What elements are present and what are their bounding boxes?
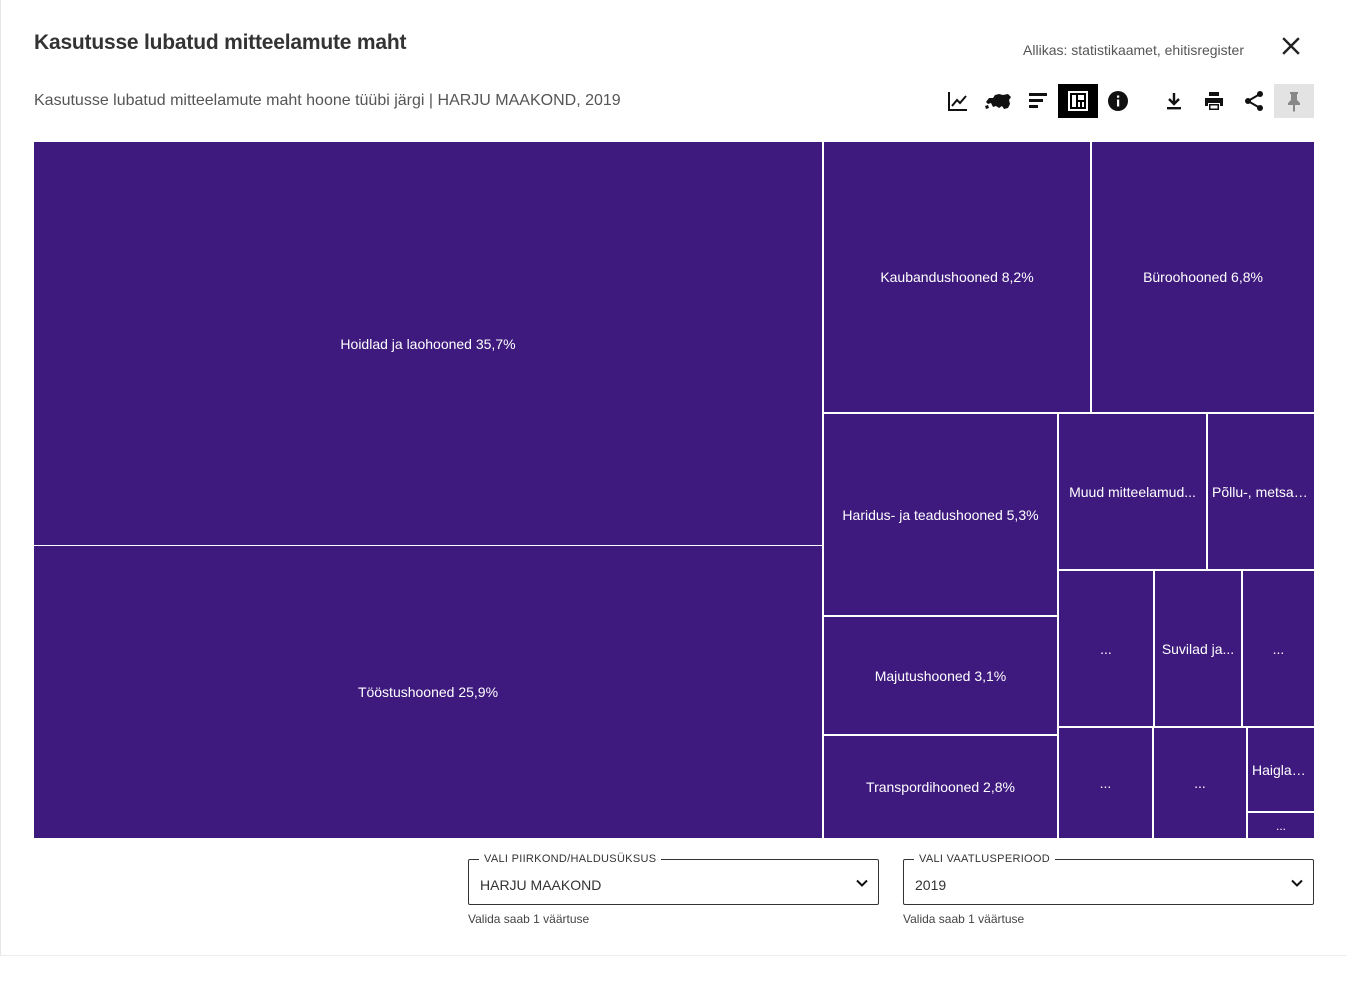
bar-chart-button[interactable] <box>1018 84 1058 118</box>
treemap-tile[interactable]: Põllu-, metsa-,... <box>1208 414 1314 569</box>
map-view-button[interactable] <box>978 84 1018 118</box>
info-button[interactable] <box>1098 84 1138 118</box>
share-button[interactable] <box>1234 84 1274 118</box>
page-title: Kasutusse lubatud mitteelamute maht <box>34 31 407 54</box>
period-select[interactable]: VALI VAATLUSPERIOOD 2019 <box>903 852 1314 905</box>
treemap-tile[interactable]: Haiglad... <box>1248 728 1314 811</box>
region-select[interactable]: VALI PIIRKOND/HALDUSÜKSUS HARJU MAAKOND <box>468 852 879 905</box>
treemap-tile[interactable]: Suvilad ja... <box>1155 571 1241 726</box>
treemap-tile[interactable]: Kaubandushooned 8,2% <box>824 142 1090 412</box>
line-chart-button[interactable] <box>938 84 978 118</box>
download-icon <box>1167 93 1181 110</box>
treemap-tile-label: Hoidlad ja laohooned 35,7% <box>340 335 516 352</box>
region-select-value: HARJU MAAKOND <box>480 877 602 893</box>
chevron-down-icon <box>856 879 868 887</box>
treemap-tile-label: ... <box>1275 818 1286 833</box>
treemap-chart: Hoidlad ja laohooned 35,7% Tööstushooned … <box>34 142 1314 838</box>
treemap-tile[interactable]: Muud mitteelamud... <box>1059 414 1206 569</box>
estonia-map-icon <box>985 94 1011 109</box>
treemap-tile-label: Transpordihooned 2,8% <box>866 779 1015 795</box>
treemap-tile[interactable]: ... <box>1059 728 1152 838</box>
treemap-tile[interactable]: Majutushooned 3,1% <box>824 617 1057 734</box>
treemap-button[interactable] <box>1058 84 1098 118</box>
treemap-tile[interactable]: Transpordihooned 2,8% <box>824 736 1057 838</box>
treemap-tile[interactable]: ... <box>1059 571 1153 726</box>
bar-chart-icon <box>1029 93 1047 108</box>
region-select-label: VALI PIIRKOND/HALDUSÜKSUS <box>479 852 662 866</box>
treemap-icon <box>1068 91 1088 111</box>
print-icon <box>1205 92 1223 110</box>
pin-icon <box>1288 92 1300 112</box>
treemap-tile-label: ... <box>1100 640 1112 657</box>
chart-panel: Kasutusse lubatud mitteelamute maht Alli… <box>0 0 1346 956</box>
treemap-tile-label: Haiglad... <box>1252 761 1312 778</box>
period-select-label: VALI VAATLUSPERIOOD <box>914 852 1056 866</box>
source-text: Allikas: statistikaamet, ehitisregister <box>1023 42 1244 58</box>
treemap-tile[interactable]: ... <box>1248 813 1314 838</box>
pin-button[interactable] <box>1274 84 1314 118</box>
close-button[interactable] <box>1277 32 1305 60</box>
treemap-tile-label: Haridus- ja teadushooned 5,3% <box>842 506 1039 523</box>
chart-subtitle: Kasutusse lubatud mitteelamute maht hoon… <box>34 92 621 109</box>
treemap-tile-label: Põllu-, metsa-,... <box>1212 483 1314 500</box>
treemap-tile-label: Kaubandushooned 8,2% <box>880 269 1034 285</box>
treemap-tile-label: ... <box>1272 640 1285 657</box>
treemap-tile-label: Muud mitteelamud... <box>1069 483 1196 500</box>
treemap-tile-label: Tööstushooned 25,9% <box>357 684 499 700</box>
treemap-tile[interactable]: Hoidlad ja laohooned 35,7% <box>34 142 822 545</box>
share-icon <box>1245 91 1263 111</box>
treemap-tile-label: Majutushooned 3,1% <box>874 667 1007 684</box>
chevron-down-icon <box>1291 879 1303 887</box>
period-helper-text: Valida saab 1 väärtuse <box>903 912 1025 926</box>
treemap-tile[interactable]: Tööstushooned 25,9% <box>34 546 822 838</box>
period-select-value: 2019 <box>915 877 947 893</box>
treemap-tile-label: ... <box>1099 775 1112 791</box>
info-icon <box>1108 91 1128 111</box>
treemap-tile[interactable]: ... <box>1243 571 1314 726</box>
treemap-tile[interactable]: Büroohooned 6,8% <box>1092 142 1314 412</box>
treemap-tile[interactable]: Haridus- ja teadushooned 5,3% <box>824 414 1057 615</box>
treemap-tile[interactable]: ... <box>1154 728 1246 838</box>
treemap-tile-label: Büroohooned 6,8% <box>1143 269 1263 285</box>
line-chart-icon <box>948 92 967 111</box>
treemap-tile-label: Suvilad ja... <box>1161 640 1235 657</box>
region-helper-text: Valida saab 1 väärtuse <box>468 912 590 926</box>
print-button[interactable] <box>1194 84 1234 118</box>
treemap-tile-label: ... <box>1194 775 1206 791</box>
close-icon <box>1282 37 1300 55</box>
download-button[interactable] <box>1154 84 1194 118</box>
